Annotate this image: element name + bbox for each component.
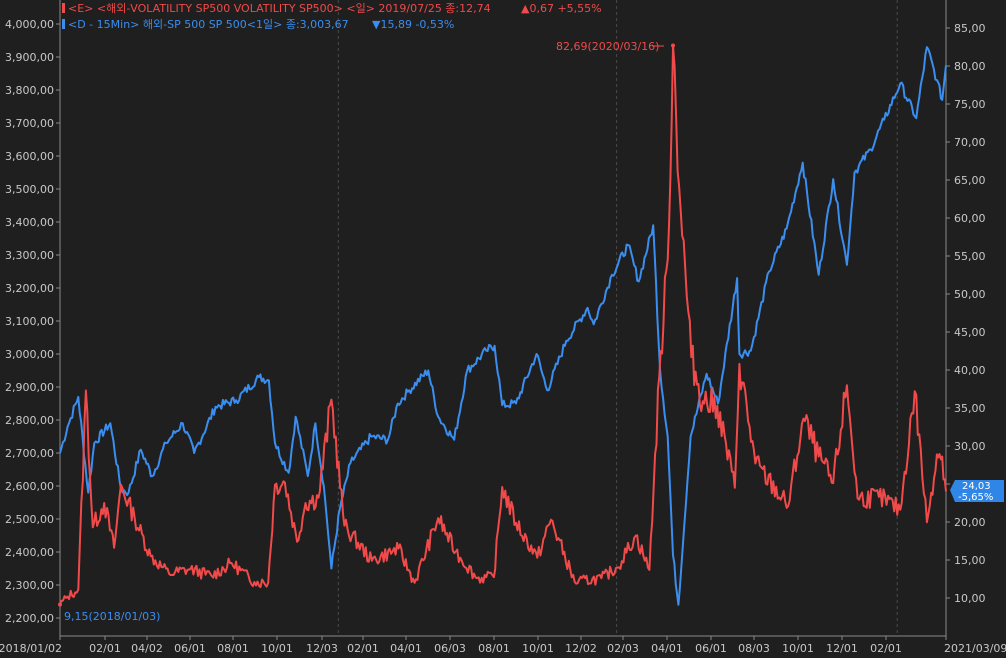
x-tick-label: 10/01 [522, 642, 554, 655]
right-tick-label: 10,00 [954, 592, 986, 605]
left-tick-label: 2,500,00 [5, 513, 54, 526]
x-tick-label: 04/01 [651, 642, 683, 655]
x-tick-label: 08/01 [478, 642, 510, 655]
spx-legend-text: <D - 15Min> 해외-SP 500 SP 500<1일> 종:3,003… [68, 17, 349, 31]
left-tick-label: 3,600,00 [5, 150, 54, 163]
right-tick-label: 60,00 [954, 212, 986, 225]
vix-low-annotation: 9,15(2018/01/03) [64, 610, 160, 623]
grid-layer [59, 0, 947, 637]
right-tick-label: 50,00 [954, 288, 986, 301]
x-tick-label: 10/01 [261, 642, 293, 655]
x-tick-label: 06/01 [695, 642, 727, 655]
x-tick-label: 04/01 [390, 642, 422, 655]
right-tick-label: 30,00 [954, 440, 986, 453]
left-tick-label: 2,800,00 [5, 414, 54, 427]
right-tick-label: 65,00 [954, 174, 986, 187]
vix-peak-point [671, 43, 676, 48]
x-tick-label: 06/03 [434, 642, 466, 655]
right-tick-label: 80,00 [954, 60, 986, 73]
x-tick-label: 02/01 [89, 642, 121, 655]
right-tick-label: 45,00 [954, 326, 986, 339]
vix-legend-change: ▲0,67 +5,55% [521, 2, 602, 15]
left-tick-label: 2,900,00 [5, 381, 54, 394]
right-tick-label: 35,00 [954, 402, 986, 415]
x-tick-label: 02/03 [607, 642, 639, 655]
right-tick-label: 15,00 [954, 554, 986, 567]
x-tick-label: 08/01 [217, 642, 249, 655]
badge-value: 24,03 [962, 481, 991, 492]
right-tick-label: 75,00 [954, 98, 986, 111]
vix-series-line [59, 44, 947, 605]
spx-legend-change: ▼15,89 -0,53% [372, 18, 454, 31]
vix-low-point [58, 602, 62, 607]
series-layer [58, 43, 947, 607]
vix-legend-text: <E> <해외-VOLATILITY SP500 VOLATILITY SP50… [68, 1, 491, 15]
left-tick-label: 3,500,00 [5, 183, 54, 196]
left-tick-label: 3,100,00 [5, 315, 54, 328]
left-tick-label: 3,400,00 [5, 216, 54, 229]
right-tick-label: 70,00 [954, 136, 986, 149]
x-tick-label: 2018/01/02 [0, 642, 62, 655]
x-tick-label: 02/01 [870, 642, 902, 655]
vix-legend-swatch [62, 3, 65, 13]
right-tick-label: 40,00 [954, 364, 986, 377]
x-tick-label: 06/01 [174, 642, 206, 655]
spx-legend-swatch [62, 19, 65, 29]
vix-peak-annotation: 82,69(2020/03/16) [556, 40, 659, 53]
x-tick-label: 12/01 [826, 642, 858, 655]
left-tick-label: 3,300,00 [5, 249, 54, 262]
x-tick-label: 08/03 [738, 642, 770, 655]
left-tick-label: 2,300,00 [5, 579, 54, 592]
right-axis-ticks: 10,0015,0020,0025,0030,0035,0040,0045,00… [946, 22, 986, 605]
right-tick-label: 55,00 [954, 250, 986, 263]
x-tick-label: 10/01 [782, 642, 814, 655]
left-tick-label: 2,200,00 [5, 612, 54, 625]
left-tick-label: 2,700,00 [5, 447, 54, 460]
x-tick-label: 2021/03/09 [944, 642, 1006, 655]
left-tick-label: 2,600,00 [5, 480, 54, 493]
x-tick-label: 04/02 [131, 642, 163, 655]
x-tick-label: 12/03 [306, 642, 338, 655]
left-tick-label: 2,400,00 [5, 546, 54, 559]
left-tick-label: 3,800,00 [5, 84, 54, 97]
current-value-badge: 24,03 -5,65% [950, 480, 1004, 503]
right-tick-label: 85,00 [954, 22, 986, 35]
x-tick-label: 02/01 [347, 642, 379, 655]
left-tick-label: 3,700,00 [5, 117, 54, 130]
right-tick-label: 20,00 [954, 516, 986, 529]
x-axis-ticks: 2018/01/02 02/01 04/02 06/01 08/01 10/01 12/03… [0, 636, 1006, 655]
left-tick-label: 3,000,00 [5, 348, 54, 361]
left-axis-ticks: 2,200,00 2,300,00 2,400,00 2,500,00 2,600,00… [5, 18, 60, 625]
left-tick-label: 3,200,00 [5, 282, 54, 295]
badge-change: -5,65% [958, 492, 993, 503]
left-tick-label: 3,900,00 [5, 51, 54, 64]
x-tick-label: 12/02 [565, 642, 597, 655]
left-tick-label: 4,000,00 [5, 18, 54, 31]
spx-series-line [59, 46, 947, 606]
